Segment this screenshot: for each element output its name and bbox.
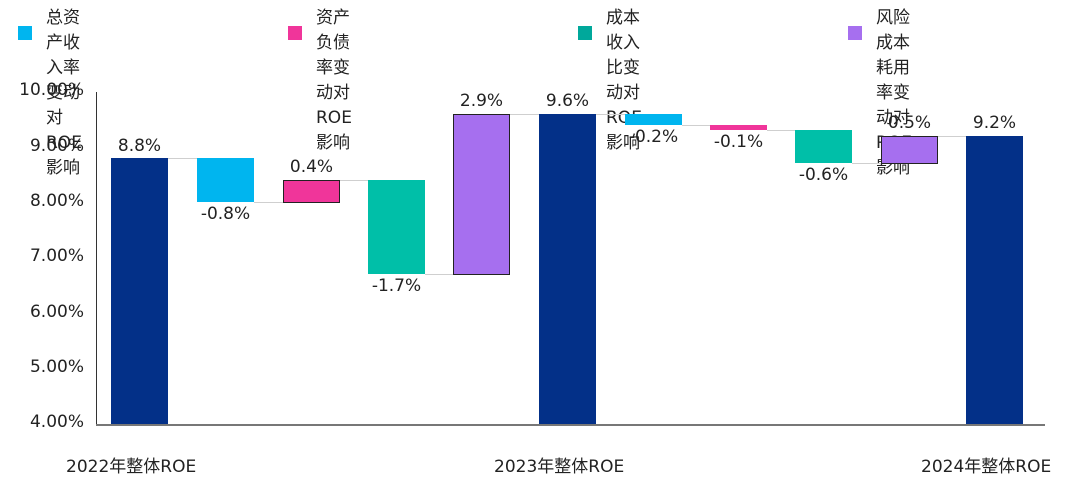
connector-line [596, 114, 625, 115]
bar-value-label: -0.2% [628, 127, 679, 147]
bar-cost-income-2023 [368, 180, 425, 274]
bar-value-label: -0.1% [713, 132, 764, 152]
bar-value-label: 2.9% [459, 91, 504, 111]
connector-line [168, 158, 197, 159]
bar-2024-total [966, 136, 1023, 426]
bar-leverage-2024 [710, 125, 767, 130]
bar-value-label: 9.2% [972, 113, 1017, 133]
x-axis-line [96, 424, 1045, 426]
bar-2022-total [111, 158, 168, 426]
bar-asset-income-2023 [197, 158, 254, 202]
y-tick-label: 7.00% [29, 246, 84, 266]
connector-line [254, 202, 283, 203]
bar-value-label: -0.8% [200, 204, 251, 224]
bar-leverage-2023 [283, 180, 340, 203]
connector-line [682, 125, 710, 126]
legend-swatch-icon [18, 26, 32, 40]
bar-value-label: 9.6% [545, 91, 590, 111]
bar-value-label: -1.7% [371, 276, 422, 296]
bar-cost-income-2024 [795, 130, 852, 163]
bar-asset-income-2024 [625, 114, 682, 125]
connector-line [938, 136, 966, 137]
legend-swatch-icon [848, 26, 862, 40]
x-tick-label-2023: 2023年整体ROE [494, 457, 625, 477]
legend-label: 资产负债率变动对 ROE影响 [316, 8, 352, 153]
connector-line [510, 114, 539, 115]
connector-line [340, 180, 368, 181]
y-tick-label: 9.00% [29, 136, 84, 156]
y-axis-line [96, 92, 97, 425]
legend-swatch-icon [578, 26, 592, 40]
connector-line [767, 130, 795, 131]
bar-value-label: 8.8% [117, 136, 162, 156]
y-tick-label: 4.00% [29, 412, 84, 432]
bar-2023-total [539, 114, 596, 426]
legend-swatch-icon [288, 26, 302, 40]
y-tick-label: 8.00% [29, 191, 84, 211]
y-tick-label: 10.00% [19, 80, 84, 100]
bar-value-label: 0.4% [289, 157, 334, 177]
bar-value-label: -0.6% [798, 165, 849, 185]
bar-risk-cost-2024 [881, 136, 938, 164]
x-tick-label-2024: 2024年整体ROE [921, 457, 1052, 477]
legend-label: 总资产收入率变动 对ROE影响 [46, 8, 82, 178]
y-tick-label: 5.00% [29, 357, 84, 377]
connector-line [425, 274, 453, 275]
bar-risk-cost-2023 [453, 114, 510, 275]
x-tick-label-2022: 2022年整体ROE [66, 457, 197, 477]
bar-value-label: 0.5% [887, 113, 932, 133]
y-tick-label: 6.00% [29, 302, 84, 322]
connector-line [852, 163, 881, 164]
